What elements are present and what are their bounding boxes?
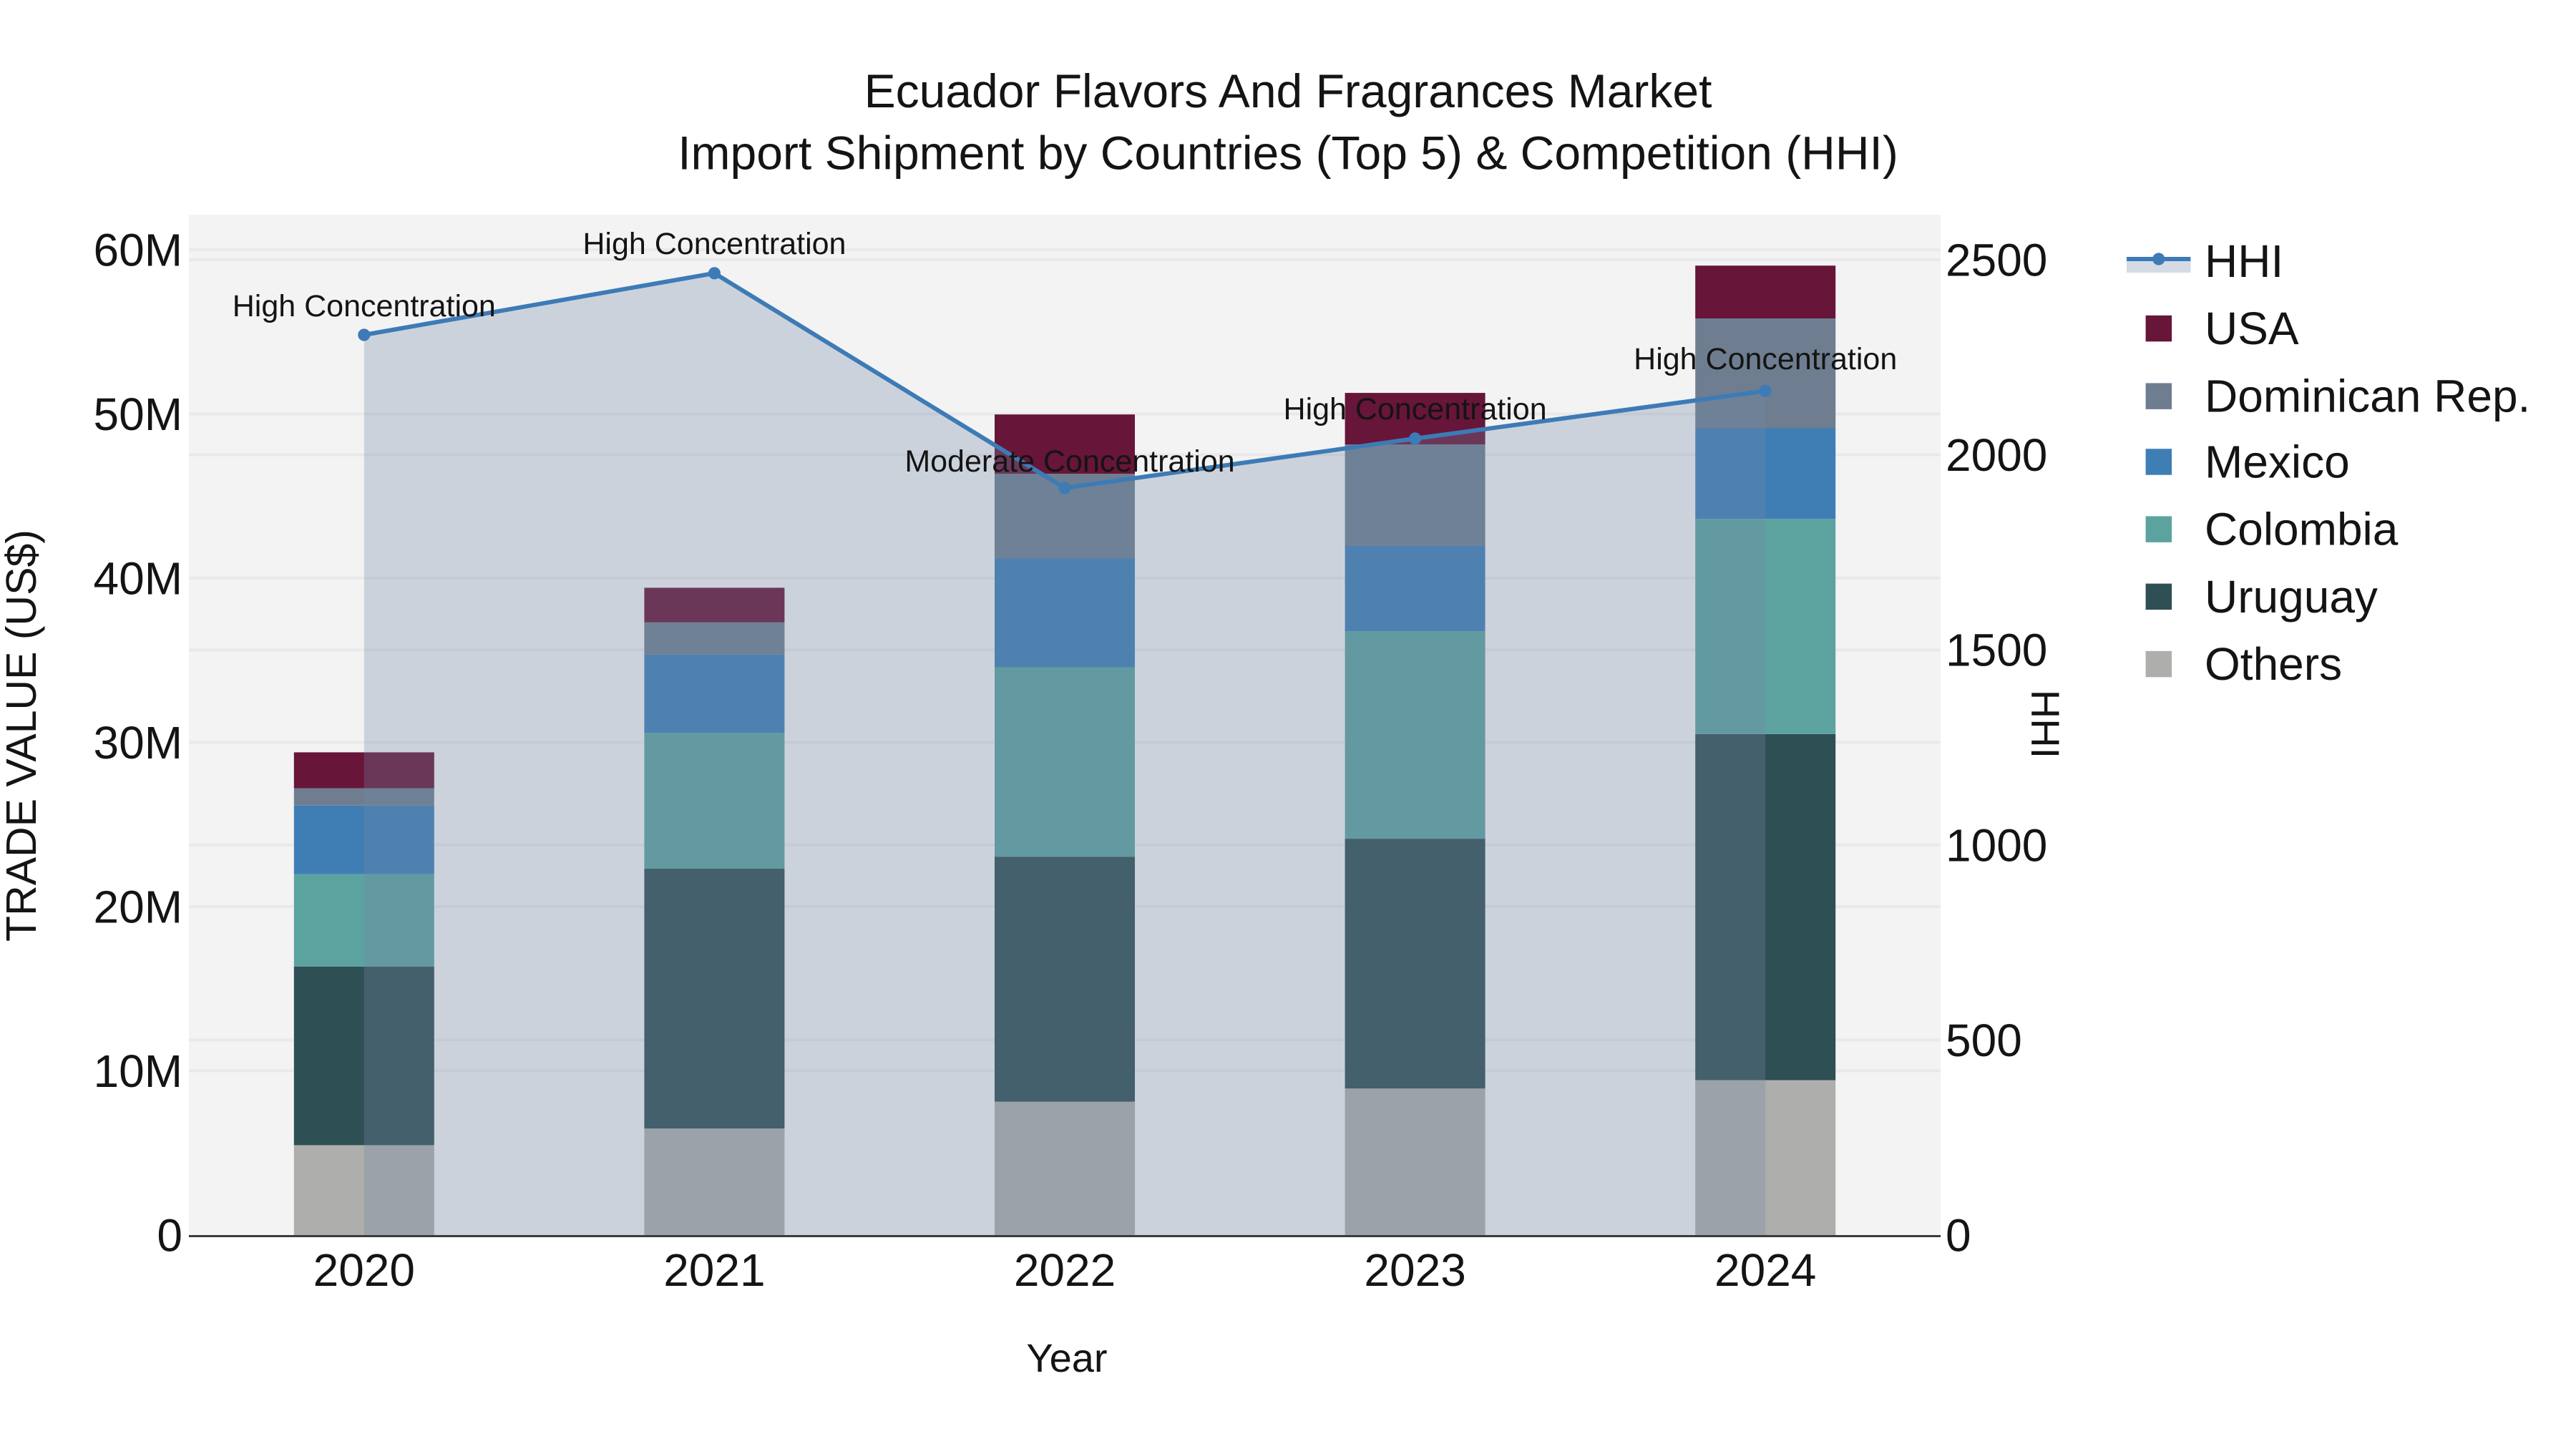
svg-text:HHI: HHI [2023,690,2068,758]
svg-text:Year: Year [1026,1335,1107,1380]
svg-text:Others: Others [2205,638,2342,690]
svg-text:500: 500 [1946,1015,2022,1066]
svg-text:0: 0 [1946,1210,1971,1262]
svg-text:High Concentration: High Concentration [582,227,846,261]
svg-text:2022: 2022 [1014,1244,1116,1296]
svg-text:Ecuador Flavors And Fragrances: Ecuador Flavors And Fragrances Market [864,64,1712,117]
svg-text:High Concentration: High Concentration [1634,342,1897,376]
svg-text:1000: 1000 [1946,819,2047,871]
svg-text:High Concentration: High Concentration [1284,392,1547,426]
svg-text:50M: 50M [94,389,183,440]
svg-text:60M: 60M [94,225,183,276]
svg-text:Mexico: Mexico [2205,436,2350,487]
svg-text:0: 0 [157,1210,182,1262]
svg-text:20M: 20M [94,882,183,933]
svg-text:2000: 2000 [1946,429,2047,481]
svg-text:High Concentration: High Concentration [233,289,496,323]
svg-text:10M: 10M [94,1045,183,1097]
svg-text:Moderate Concentration: Moderate Concentration [904,444,1234,479]
svg-text:1500: 1500 [1946,625,2047,676]
svg-text:2020: 2020 [313,1244,415,1296]
svg-text:USA: USA [2205,303,2299,354]
svg-text:2500: 2500 [1946,235,2047,286]
svg-text:HHI: HHI [2205,235,2283,287]
svg-text:40M: 40M [94,553,183,605]
svg-text:Dominican Rep.: Dominican Rep. [2205,371,2530,422]
svg-text:Import Shipment by Countries (: Import Shipment by Countries (Top 5) & C… [678,127,1898,180]
svg-text:TRADE VALUE (US$): TRADE VALUE (US$) [0,530,45,942]
svg-text:Colombia: Colombia [2205,504,2399,555]
svg-text:30M: 30M [94,717,183,769]
svg-text:2024: 2024 [1714,1244,1816,1296]
svg-text:Uruguay: Uruguay [2205,571,2378,623]
svg-text:2021: 2021 [663,1244,765,1296]
svg-text:2023: 2023 [1364,1244,1465,1296]
